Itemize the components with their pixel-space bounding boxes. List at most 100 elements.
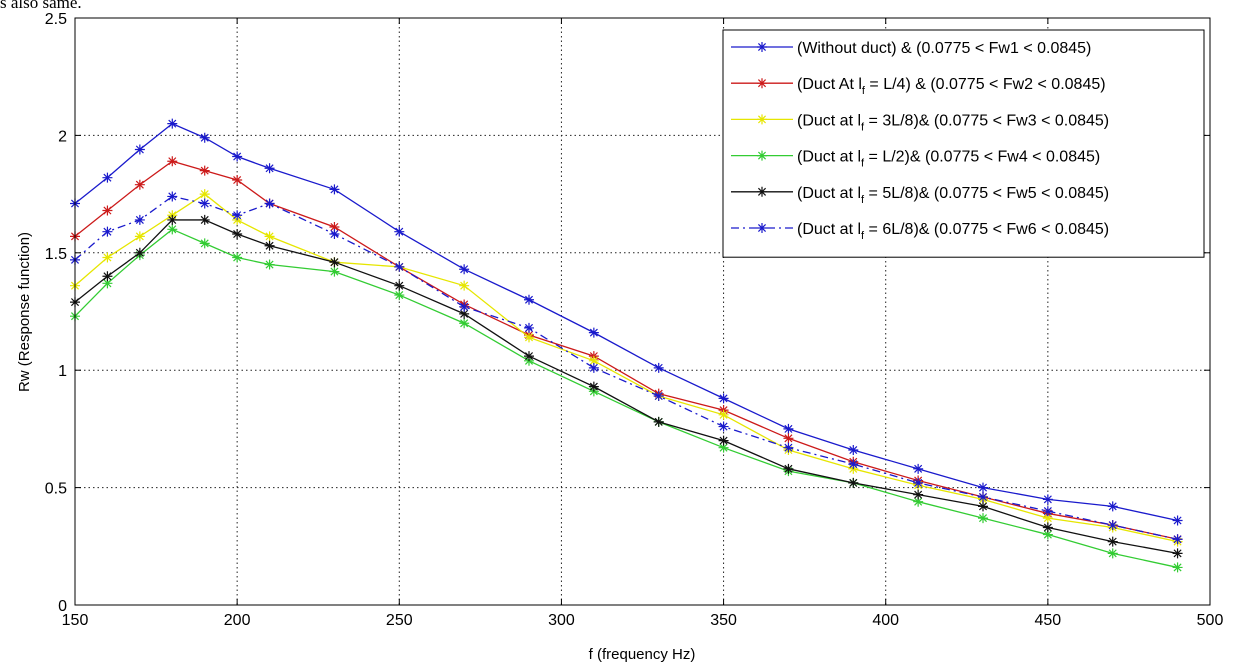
series-4-point [264, 259, 275, 270]
series-3-point [264, 231, 275, 242]
series-5-point [524, 351, 534, 362]
series-6 [70, 191, 1183, 545]
series-2-point [167, 156, 178, 167]
series-6-point [848, 459, 859, 470]
series-6-point [783, 442, 794, 453]
series-5-point [848, 477, 859, 488]
series-1-point [232, 151, 243, 162]
legend: (Without duct) & (0.0775 < Fw1 < 0.0845)… [722, 29, 1205, 258]
y-tick-label: 1.5 [45, 246, 67, 263]
series-2-point [134, 179, 145, 190]
series-5-point [394, 280, 405, 291]
legend-label: (Duct at lf = L/2)& (0.0775 < Fw4 < 0.08… [797, 149, 1100, 170]
series-5-point [199, 214, 210, 225]
series-1-point [718, 393, 729, 404]
series-5-point [653, 416, 664, 427]
legend-label: (Without duct) & (0.0775 < Fw1 < 0.0845) [797, 40, 1091, 57]
series-4-point [394, 290, 405, 301]
series-1-point [329, 184, 340, 195]
y-tick-labels: 0 0.5 1 1.5 2 2.5 [45, 11, 67, 615]
series-4-point [718, 442, 729, 453]
series-2-point [783, 433, 794, 444]
legend-item-4: (Duct at lf = L/2)& (0.0775 < Fw4 < 0.08… [731, 149, 1100, 170]
series-6-point [199, 198, 210, 209]
series-1-point [394, 226, 405, 237]
legend-item-3: (Duct at lf = 3L/8)& (0.0775 < Fw3 < 0.0… [731, 112, 1109, 133]
series-6-point [459, 301, 470, 312]
series-5-point [167, 214, 178, 225]
series-1-point [264, 163, 275, 174]
x-tick-labels: 150 200 250 300 350 400 450 500 [62, 612, 1224, 629]
series-2-point [232, 175, 243, 186]
legend-swatch-marker [757, 186, 767, 197]
series-5-point [1172, 548, 1183, 559]
y-tick-label: 0 [58, 598, 67, 615]
legend-item-1: (Without duct) & (0.0775 < Fw1 < 0.0845) [731, 40, 1091, 57]
series-1-point [588, 327, 599, 338]
series-5-point [232, 229, 243, 240]
series-5-point [588, 381, 599, 392]
series-6-point [329, 229, 340, 240]
series-6-point [524, 322, 534, 333]
series-4-point [1172, 562, 1183, 573]
series-3-point [1042, 513, 1053, 524]
x-tick-label: 200 [224, 612, 251, 629]
series-6-point [1042, 506, 1053, 517]
series-1-point [978, 482, 988, 493]
series-1-point [134, 144, 145, 155]
series-5-point [783, 463, 794, 474]
series-5-point [134, 247, 145, 258]
series-1-point [199, 132, 210, 143]
series-3-point [199, 189, 210, 200]
series-1-point [1042, 494, 1053, 505]
series-4-point [913, 496, 924, 507]
y-tick-label: 1 [58, 363, 67, 380]
x-tick-label: 450 [1035, 612, 1062, 629]
y-tick-label: 0.5 [45, 481, 67, 498]
series-6-point [264, 198, 275, 209]
series-3-point [102, 252, 113, 263]
series-4-point [199, 238, 210, 249]
series-6-point [1172, 534, 1183, 545]
legend-label: (Duct at lf = 5L/8)& (0.0775 < Fw5 < 0.0… [797, 185, 1109, 206]
series-2-point [329, 221, 340, 232]
series-1-point [913, 463, 924, 474]
y-tick-label: 2 [58, 128, 67, 145]
x-axis-label: f (frequency Hz) [589, 646, 696, 663]
legend-swatch-marker [757, 223, 767, 233]
legend-item-2: (Duct At lf = L/4) & (0.0775 < Fw2 < 0.0… [731, 76, 1106, 97]
series-4-point [232, 252, 243, 263]
series-6-point [167, 191, 178, 202]
x-tick-label: 250 [386, 612, 413, 629]
series-3-point [588, 355, 599, 366]
series-4-point [459, 318, 470, 329]
series-6-point [134, 214, 145, 225]
series-4-point [978, 513, 988, 524]
series-6-point [718, 421, 729, 432]
legend-label: (Duct At lf = L/4) & (0.0775 < Fw2 < 0.0… [797, 76, 1106, 97]
series-1-point [167, 118, 178, 129]
series-5-point [718, 435, 729, 446]
series-3-point [459, 280, 470, 291]
series-3-point [718, 409, 729, 420]
y-tick-label: 2.5 [45, 11, 67, 28]
plot-frame [74, 17, 1211, 606]
legend-swatch-marker [757, 42, 767, 52]
legend-box [722, 29, 1205, 258]
series-5-point [913, 489, 924, 500]
x-tick-label: 400 [872, 612, 899, 629]
series-6-point [978, 491, 988, 502]
series-1-point [459, 264, 470, 275]
grid-lines [75, 18, 1210, 605]
series-6-point [1107, 520, 1118, 531]
series-4-point [329, 266, 340, 277]
series-1-point [783, 423, 794, 434]
series-1-point [524, 294, 534, 305]
series-5 [70, 214, 1183, 559]
series-5-point [1107, 536, 1118, 547]
series-3-point [524, 332, 534, 343]
series-5-point [459, 308, 470, 319]
series-4-point [102, 278, 113, 289]
series-6-point [653, 391, 664, 402]
